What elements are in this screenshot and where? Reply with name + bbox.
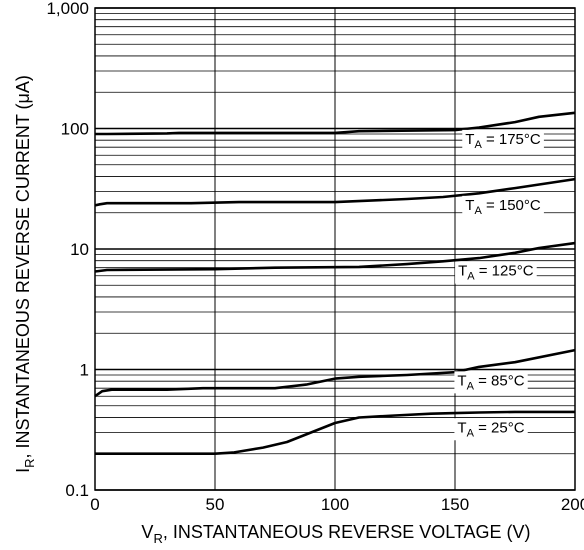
x-axis-title-main: V xyxy=(141,522,153,542)
series-label-main: T xyxy=(458,263,467,280)
series-label-main: T xyxy=(457,419,466,436)
x-axis-title-sub: R xyxy=(153,531,162,546)
x-tick-label: 200 xyxy=(561,495,584,514)
series-label-rest: = 150°C xyxy=(482,197,541,214)
series-label-rest: = 175°C xyxy=(482,131,541,148)
y-tick-label: 10 xyxy=(70,240,89,259)
y-axis-title-rest: , INSTANTANEOUS REVERSE CURRENT (μA) xyxy=(13,75,33,458)
x-tick-label: 100 xyxy=(321,495,349,514)
y-tick-label: 0.1 xyxy=(65,481,89,500)
grid-lines xyxy=(95,8,575,490)
series-label-main: T xyxy=(465,131,474,148)
x-axis-title-rest: , INSTANTANEOUS REVERSE VOLTAGE (V) xyxy=(163,522,531,542)
series-label-main: T xyxy=(457,372,466,389)
y-axis-title: IR, INSTANTANEOUS REVERSE CURRENT (μA) xyxy=(13,75,37,473)
series-label-rest: = 85°C xyxy=(474,372,525,389)
x-axis-title: VR, INSTANTANEOUS REVERSE VOLTAGE (V) xyxy=(141,522,530,546)
series-label-rest: = 125°C xyxy=(475,263,534,280)
x-tick-label: 50 xyxy=(206,495,225,514)
series-label-main: T xyxy=(465,197,474,214)
x-tick-label: 150 xyxy=(441,495,469,514)
y-tick-label: 1 xyxy=(80,361,89,380)
x-tick-label: 0 xyxy=(90,495,99,514)
y-tick-label: 100 xyxy=(61,120,89,139)
series-label-rest: = 25°C xyxy=(474,419,525,436)
y-axis-title-sub: R xyxy=(22,459,37,468)
y-tick-label: 1,000 xyxy=(46,0,89,18)
